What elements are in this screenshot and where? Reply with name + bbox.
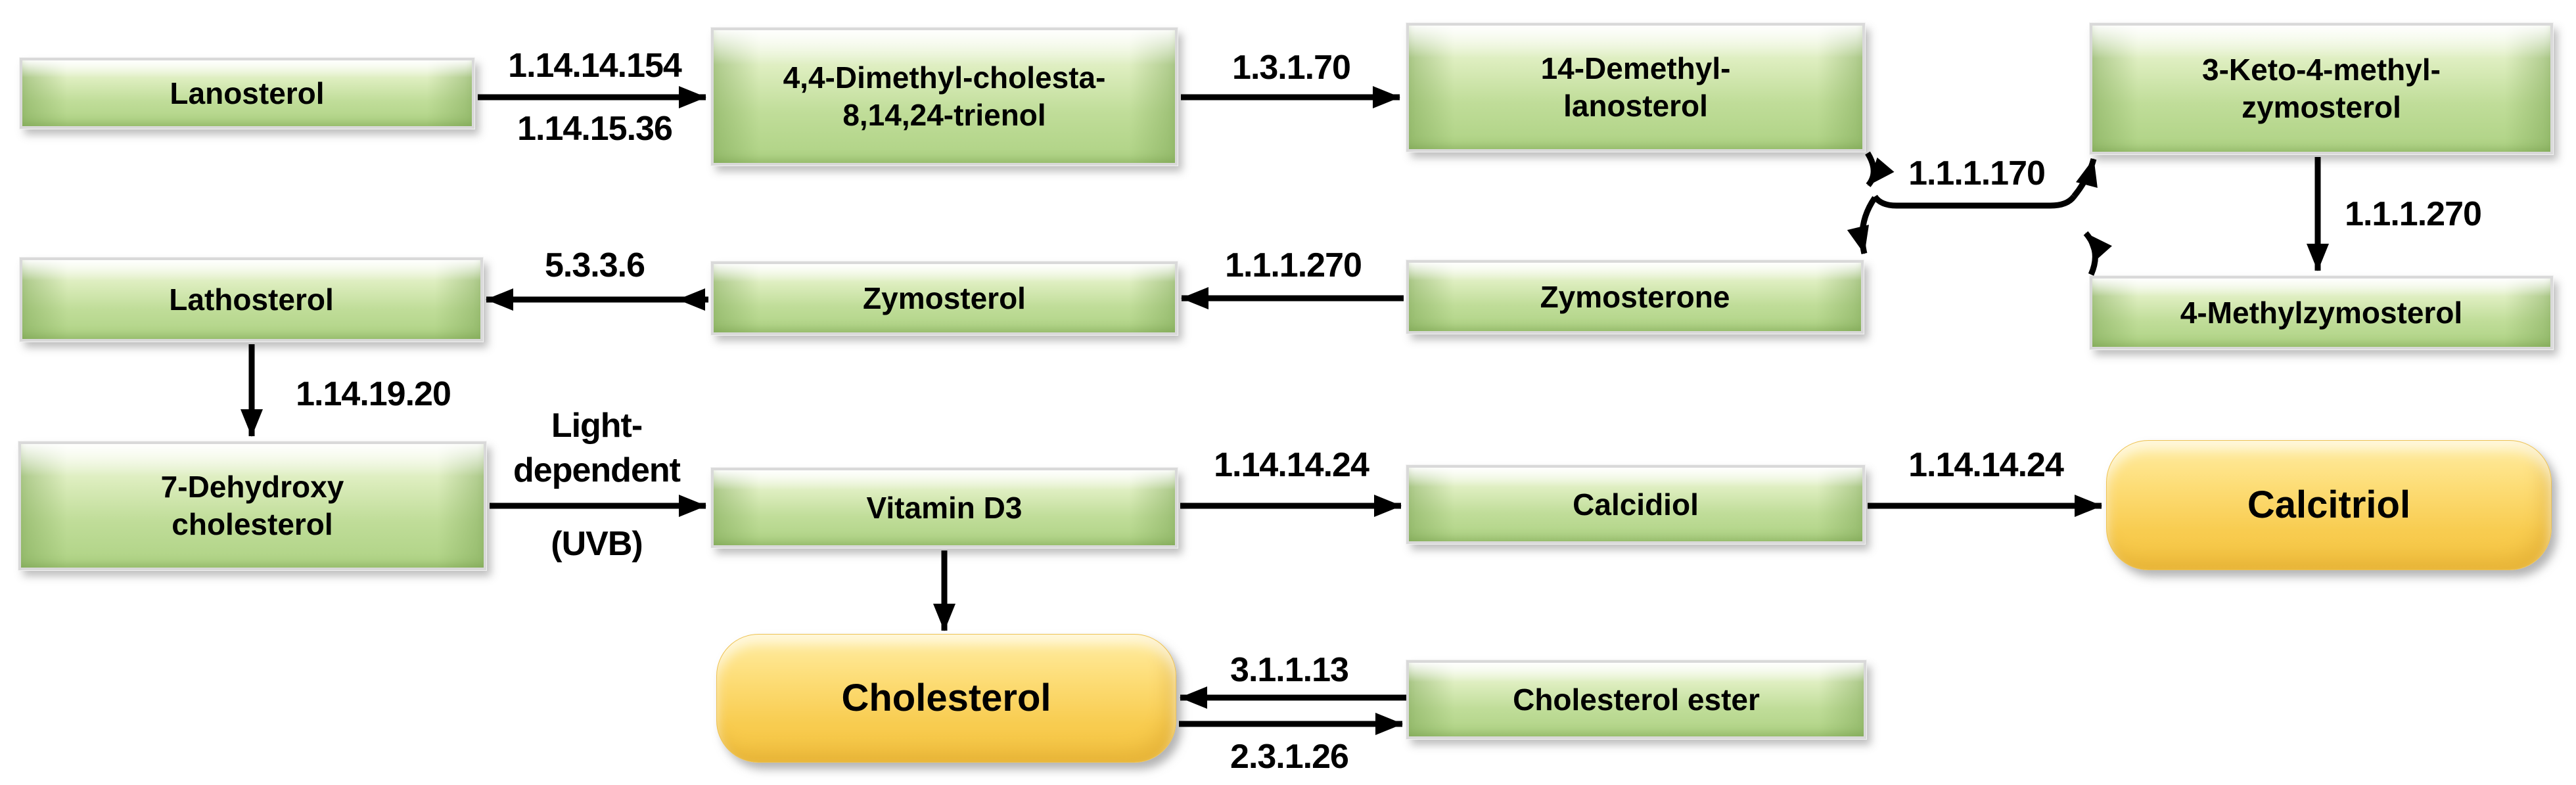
label-ec-1-14-14-24-a: 1.14.14.24 [1214,446,1369,484]
node-cholesterol-ester: Cholesterol ester [1406,660,1867,740]
label-ec-1-1-1-270-right: 1.1.1.270 [2345,195,2482,233]
node-demethyl-lanosterol: 14-Demethyl- lanosterol [1406,22,1866,152]
node-label: 7-Dehydroxy [160,470,344,504]
label-ec-1-1-1-170: 1.1.1.170 [1908,154,2046,192]
label-ec-1-14-14-24-b: 1.14.14.24 [1908,446,2064,484]
node-label: 3-Keto-4-methyl- [2202,53,2441,87]
node-keto-methyl-zymosterol: 3-Keto-4-methyl- zymosterol [2089,22,2554,155]
node-label: lanosterol [1563,89,1708,123]
label-light-dependent-line2: dependent [513,451,681,489]
node-methylzymosterol: 4-Methylzymosterol [2089,275,2554,350]
node-label: 4,4-Dimethyl-cholesta- [783,60,1106,95]
node-calcidiol: Calcidiol [1406,464,1866,545]
label-ec-2-3-1-26: 2.3.1.26 [1230,738,1349,776]
node-label: 8,14,24-trienol [842,98,1046,132]
node-label: Calcidiol [1573,487,1699,522]
node-label: 14-Demethyl- [1540,51,1731,85]
node-label: Cholesterol ester [1513,682,1760,717]
node-lanosterol: Lanosterol [19,57,475,129]
node-label: Lanosterol [170,76,325,110]
label-light-dependent-line1: Light- [551,407,643,445]
label-ec-3-1-1-13: 3.1.1.13 [1230,651,1349,689]
label-uvb: (UVB) [551,525,643,563]
node-zymosterol: Zymosterol [710,261,1178,336]
arrow-demethyl-into-junction [1865,151,1895,187]
label-ec-1-1-1-270-mid: 1.1.1.270 [1225,246,1362,284]
node-vitamin-d3: Vitamin D3 [710,467,1178,549]
arrow-junction-to-keto [2071,158,2098,198]
node-label: Cholesterol [841,677,1051,719]
node-label: Zymosterol [863,280,1026,315]
node-label: Calcitriol [2247,483,2411,526]
arrow-methylzymosterol-into-junction [2083,231,2112,276]
node-cholesterol: Cholesterol [716,634,1176,763]
label-ec-5-3-3-6: 5.3.3.6 [544,246,645,284]
label-ec-1-14-19-20: 1.14.19.20 [296,375,451,413]
junction-bar [1872,194,2077,209]
node-label: cholesterol [172,507,333,541]
node-label: Zymosterone [1540,279,1730,314]
node-dehydroxy-cholesterol: 7-Dehydroxy cholesterol [18,441,487,571]
node-label: Vitamin D3 [866,490,1023,525]
node-lathosterol: Lathosterol [19,257,484,342]
node-calcitriol: Calcitriol [2106,440,2552,570]
label-ec-1-3-1-70: 1.3.1.70 [1232,49,1351,87]
node-label: zymosterol [2242,90,2401,124]
node-label: Lathosterol [169,282,334,317]
node-dimethyl-cholesta-trienol: 4,4-Dimethyl-cholesta- 8,14,24-trienol [710,27,1178,166]
label-ec-1-14-15-36: 1.14.15.36 [517,110,673,148]
node-label: 4-Methylzymosterol [2180,295,2463,330]
node-zymosterone: Zymosterone [1406,259,1864,334]
arrow-junction-to-zymosterone [1847,196,1877,255]
label-ec-1-14-14-154: 1.14.14.154 [508,47,682,85]
